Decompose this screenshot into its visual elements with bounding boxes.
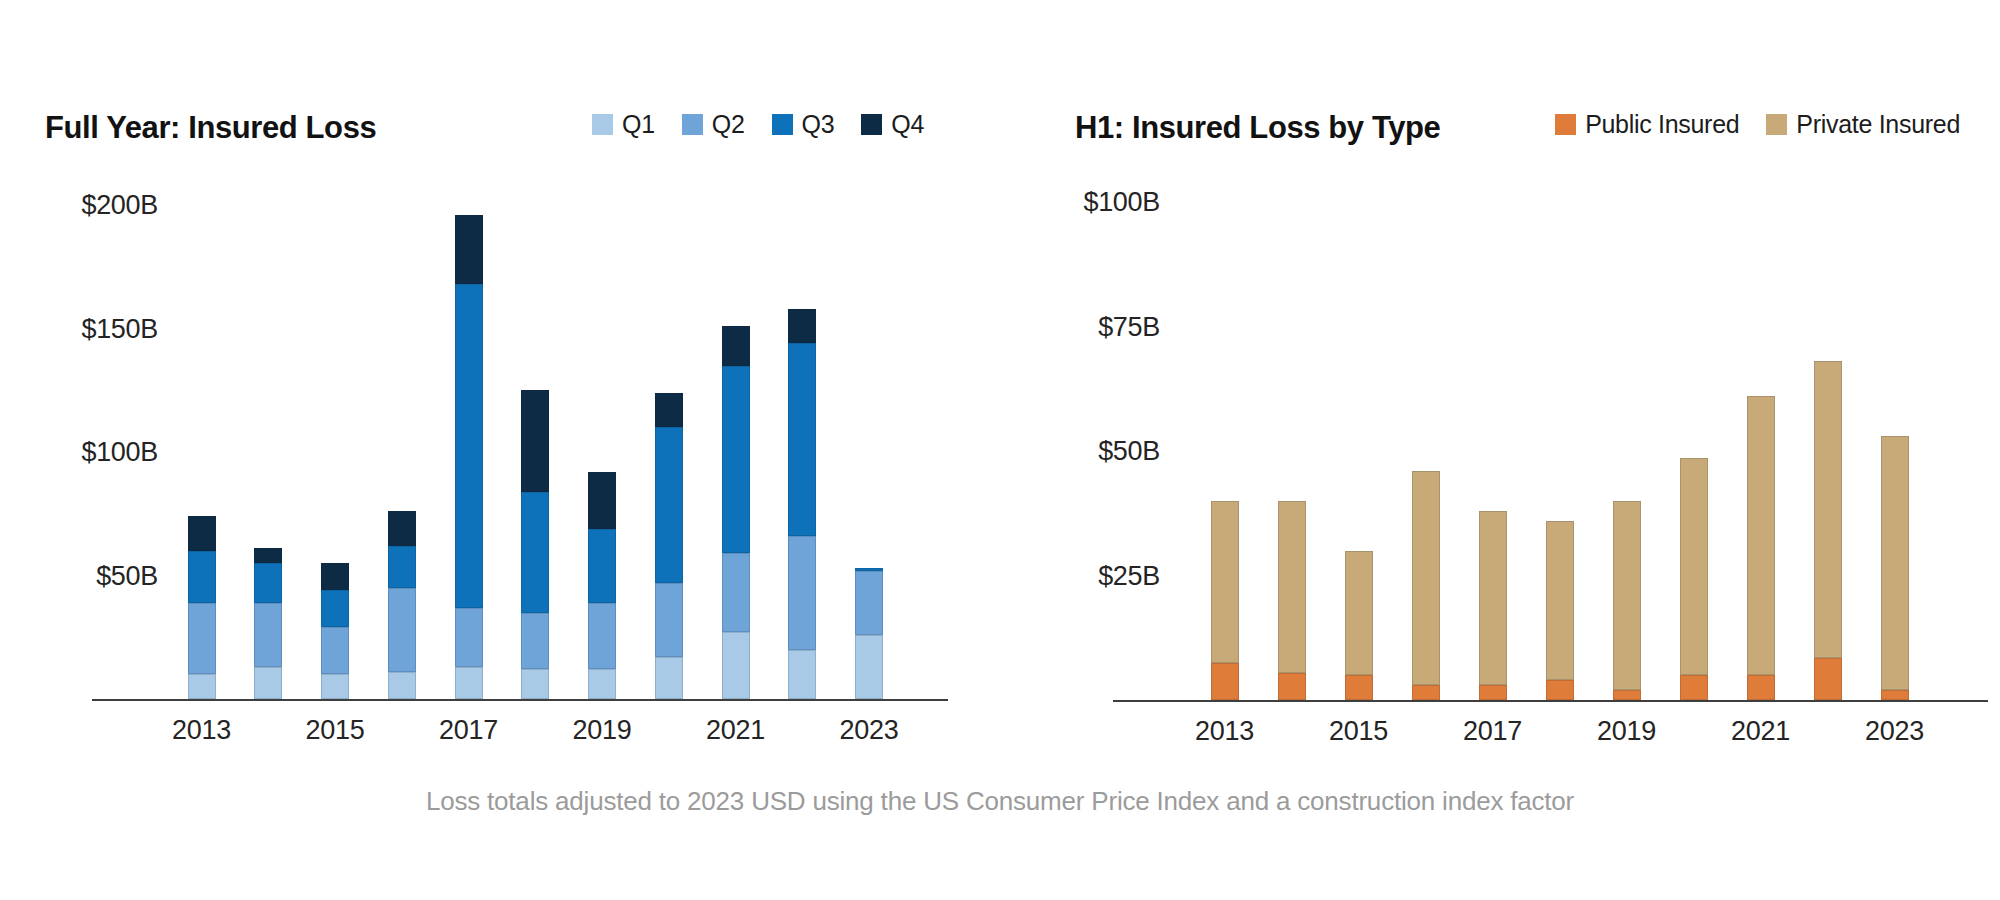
insured-loss-figure: Full Year: Insured Loss Q1Q2Q3Q4 $50B$10… — [0, 0, 2000, 900]
bar-segment-2021-private-insured — [1747, 396, 1775, 675]
y-axis-tick-label: $50B — [1010, 436, 1160, 467]
x-axis-year-label: 2019 — [1597, 716, 1656, 747]
bar-segment-2022-public-insured — [1814, 658, 1842, 700]
bar-segment-2018-private-insured — [1546, 521, 1574, 680]
bar-segment-2015-public-insured — [1345, 675, 1373, 700]
y-axis-tick-label: $75B — [1010, 311, 1160, 342]
x-axis-year-label: 2023 — [1865, 716, 1924, 747]
bar-segment-2021-public-insured — [1747, 675, 1775, 700]
x-axis-year-label: 2013 — [1195, 716, 1254, 747]
bar-segment-2014-public-insured — [1278, 673, 1306, 700]
bar-segment-2019-public-insured — [1613, 690, 1641, 700]
bar-segment-2013-public-insured — [1211, 663, 1239, 700]
y-axis-tick-label: $25B — [1010, 560, 1160, 591]
bar-segment-2014-private-insured — [1278, 501, 1306, 673]
x-axis-year-label: 2021 — [1731, 716, 1790, 747]
bar-segment-2020-public-insured — [1680, 675, 1708, 700]
bar-segment-2016-public-insured — [1412, 685, 1440, 700]
footnote: Loss totals adjusted to 2023 USD using t… — [0, 786, 2000, 817]
plot-area-h1-by-type: $25B $50B $75B $100B 2013 2015 2017 2019 2021 202… — [0, 0, 2000, 900]
x-axis-line — [1113, 700, 1988, 702]
bar-segment-2023-public-insured — [1881, 690, 1909, 700]
bar-segment-2013-private-insured — [1211, 501, 1239, 663]
bar-segment-2015-private-insured — [1345, 551, 1373, 676]
bar-segment-2023-private-insured — [1881, 436, 1909, 690]
bar-segment-2022-private-insured — [1814, 361, 1842, 657]
bar-segment-2018-public-insured — [1546, 680, 1574, 700]
x-axis-year-label: 2017 — [1463, 716, 1522, 747]
bar-segment-2016-private-insured — [1412, 471, 1440, 685]
bar-segment-2017-private-insured — [1479, 511, 1507, 685]
bar-segment-2019-private-insured — [1613, 501, 1641, 690]
y-axis-tick-label: $100B — [1010, 187, 1160, 218]
x-axis-year-label: 2015 — [1329, 716, 1388, 747]
bar-segment-2020-private-insured — [1680, 458, 1708, 675]
bar-segment-2017-public-insured — [1479, 685, 1507, 700]
